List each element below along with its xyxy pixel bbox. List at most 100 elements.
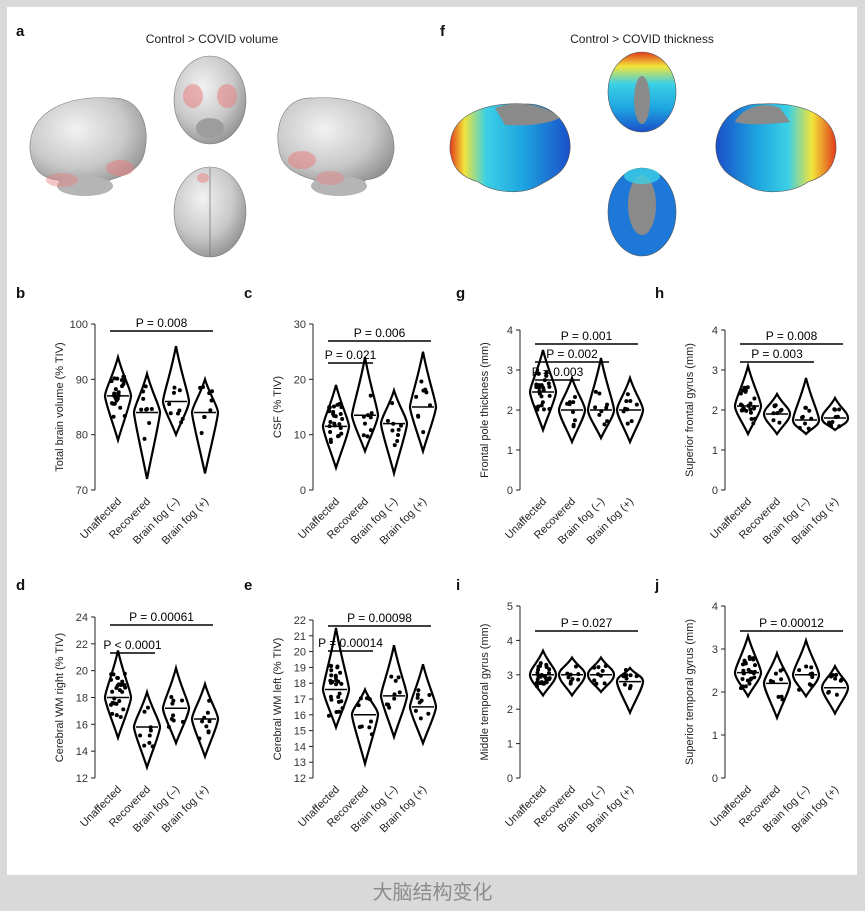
data-point bbox=[168, 411, 173, 416]
data-point bbox=[149, 406, 154, 411]
data-point bbox=[547, 671, 552, 676]
data-point bbox=[392, 692, 397, 697]
data-point bbox=[385, 418, 390, 423]
data-point bbox=[547, 407, 552, 412]
data-point bbox=[177, 388, 182, 393]
data-point bbox=[625, 392, 630, 397]
y-axis-label: Cerebral WM left (% TIV) bbox=[272, 638, 284, 761]
data-point bbox=[204, 724, 209, 729]
data-point bbox=[148, 725, 153, 730]
y-axis-label: Superior frontal gyrus (mm) bbox=[684, 343, 696, 477]
data-point bbox=[207, 391, 212, 396]
data-point bbox=[332, 421, 337, 426]
p-value-label: P = 0.001 bbox=[561, 329, 613, 343]
data-point bbox=[747, 655, 752, 660]
data-point bbox=[202, 715, 207, 720]
p-value-label: P = 0.00014 bbox=[318, 636, 383, 650]
panel-a-title: Control > COVID volume bbox=[146, 32, 279, 46]
data-point bbox=[624, 399, 629, 404]
data-point bbox=[328, 663, 333, 668]
data-point bbox=[335, 664, 340, 669]
panel-g-letter: g bbox=[456, 285, 465, 302]
data-point bbox=[115, 675, 120, 680]
data-point bbox=[416, 414, 421, 419]
data-point bbox=[623, 668, 628, 673]
data-point bbox=[111, 414, 116, 419]
data-point bbox=[568, 679, 573, 684]
data-point bbox=[331, 404, 336, 409]
data-point bbox=[751, 671, 756, 676]
data-point bbox=[592, 678, 597, 683]
data-point bbox=[568, 672, 573, 677]
y-tick-label: 0 bbox=[507, 773, 513, 785]
y-tick-label: 20 bbox=[294, 374, 306, 386]
brain-volume-left-lateral-image bbox=[29, 97, 147, 196]
brain-volume-dorsal-image bbox=[173, 166, 247, 258]
y-tick-label: 0 bbox=[712, 485, 718, 497]
p-value-label: P = 0.003 bbox=[751, 347, 803, 361]
y-tick-label: 15 bbox=[294, 726, 306, 738]
data-point bbox=[387, 705, 392, 710]
data-point bbox=[333, 673, 338, 678]
y-tick-label: 16 bbox=[294, 710, 306, 722]
panel-a-letter: a bbox=[16, 23, 25, 40]
y-tick-label: 4 bbox=[712, 325, 718, 337]
data-point bbox=[365, 434, 370, 439]
data-point bbox=[328, 437, 333, 442]
data-point bbox=[176, 411, 181, 416]
data-point bbox=[773, 671, 778, 676]
data-point bbox=[572, 418, 577, 423]
y-tick-label: 1 bbox=[712, 730, 718, 742]
data-point bbox=[830, 419, 835, 424]
data-point bbox=[779, 694, 784, 699]
y-tick-label: 21 bbox=[294, 631, 306, 643]
data-point bbox=[114, 713, 119, 718]
data-point bbox=[336, 699, 341, 704]
y-tick-label: 22 bbox=[294, 615, 306, 627]
data-point bbox=[826, 690, 831, 695]
data-point bbox=[361, 414, 366, 419]
y-tick-label: 20 bbox=[294, 647, 306, 659]
data-point bbox=[778, 408, 783, 413]
data-point bbox=[576, 677, 581, 682]
y-axis-label: Superior temporal gyrus (mm) bbox=[684, 619, 696, 765]
data-point bbox=[362, 421, 367, 426]
data-point bbox=[748, 669, 753, 674]
data-point bbox=[118, 405, 123, 410]
brain-thickness-ventral-image bbox=[607, 51, 677, 133]
data-point bbox=[112, 376, 117, 381]
data-point bbox=[738, 402, 743, 407]
y-tick-label: 1 bbox=[507, 445, 513, 457]
data-point bbox=[169, 716, 174, 721]
data-point bbox=[809, 416, 814, 421]
y-tick-label: 80 bbox=[76, 430, 88, 442]
data-point bbox=[773, 403, 778, 408]
brain-volume-right-lateral-image bbox=[277, 97, 395, 196]
violin-d-1 bbox=[132, 688, 162, 771]
y-tick-label: 1 bbox=[712, 445, 718, 457]
data-point bbox=[337, 709, 342, 714]
data-point bbox=[746, 403, 751, 408]
data-point bbox=[544, 679, 549, 684]
data-point bbox=[368, 415, 373, 420]
y-tick-label: 0 bbox=[507, 485, 513, 497]
data-point bbox=[141, 389, 146, 394]
data-point bbox=[122, 374, 127, 379]
data-point bbox=[118, 714, 123, 719]
p-value-label: P = 0.002 bbox=[546, 347, 598, 361]
data-point bbox=[113, 387, 118, 392]
data-point bbox=[797, 668, 802, 673]
violin-d-0 bbox=[103, 650, 133, 742]
data-point bbox=[197, 736, 202, 741]
data-point bbox=[628, 398, 633, 403]
y-tick-label: 22 bbox=[76, 639, 88, 651]
data-point bbox=[428, 403, 433, 408]
data-point bbox=[603, 663, 608, 668]
data-point bbox=[180, 719, 185, 724]
violin-g-2 bbox=[586, 357, 616, 441]
data-point bbox=[340, 416, 345, 421]
y-tick-label: 100 bbox=[70, 319, 88, 331]
violin-e-1 bbox=[350, 686, 380, 769]
data-point bbox=[357, 725, 362, 730]
violin-d-2 bbox=[161, 663, 191, 747]
